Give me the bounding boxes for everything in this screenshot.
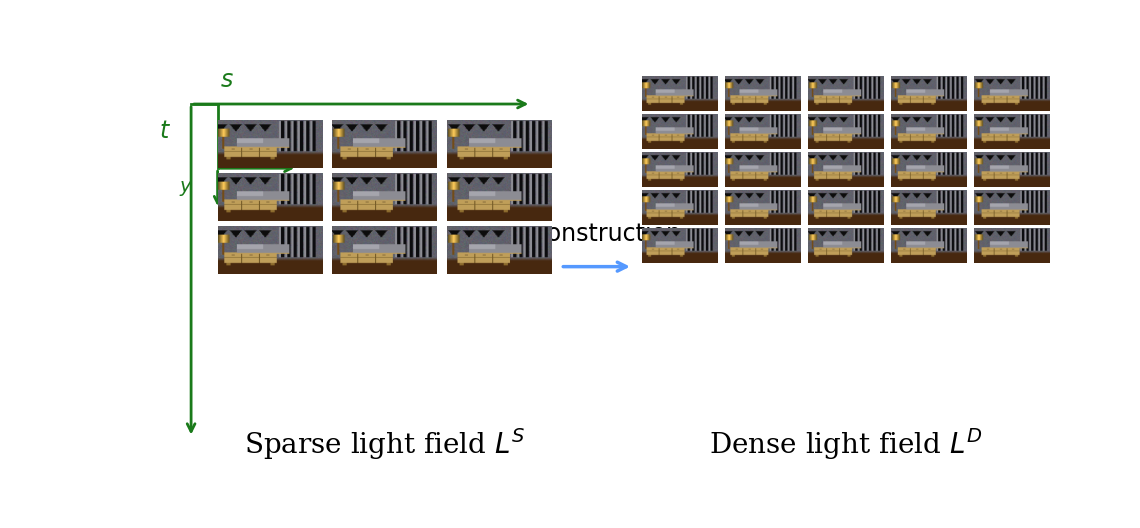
Text: Sparse light field $L^S$: Sparse light field $L^S$ [244,426,526,462]
Text: $t$: $t$ [158,120,171,143]
Text: $y$: $y$ [179,179,193,198]
Text: Dense light field $L^D$: Dense light field $L^D$ [709,426,983,462]
Text: $s$: $s$ [220,69,234,92]
Text: $x$: $x$ [251,136,264,154]
Text: reconstruction: reconstruction [511,222,682,246]
